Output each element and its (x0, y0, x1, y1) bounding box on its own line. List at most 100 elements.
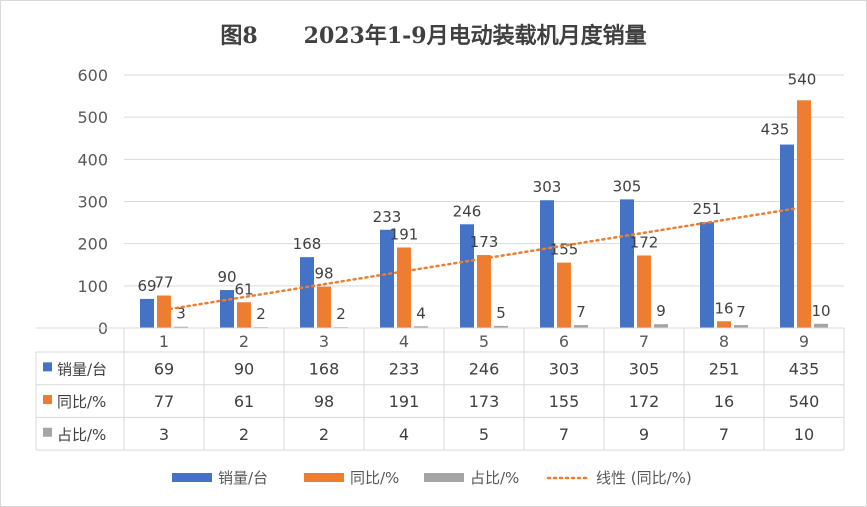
table-row-label: 同比/% (57, 393, 106, 411)
data-label: 7 (736, 303, 746, 321)
data-label: 540 (788, 70, 817, 88)
bar-3 (734, 325, 748, 328)
data-label: 9 (656, 302, 666, 320)
table-cell: 303 (549, 359, 580, 378)
table-cell: 155 (549, 392, 580, 411)
data-label: 2 (256, 305, 266, 323)
data-label: 90 (217, 268, 236, 286)
legend-swatch (304, 473, 344, 482)
legend-swatch (172, 473, 212, 482)
table-cell: 16 (714, 392, 734, 411)
data-label: 10 (811, 302, 830, 320)
y-tick-label: 600 (77, 66, 108, 85)
data-label: 303 (533, 178, 562, 196)
data-label: 3 (176, 305, 186, 323)
bar-3 (494, 325, 508, 328)
category-label: 8 (719, 332, 729, 351)
table-cell: 5 (479, 425, 489, 444)
data-label: 435 (761, 121, 790, 139)
bar-2 (397, 247, 411, 328)
bar-1 (380, 229, 394, 328)
table-cell: 173 (469, 392, 500, 411)
table-cell: 191 (389, 392, 420, 411)
data-label: 172 (630, 233, 659, 251)
legend-label: 同比/% (350, 469, 399, 487)
bar-3 (414, 326, 428, 328)
table-cell: 246 (469, 359, 500, 378)
bar-2 (157, 295, 171, 328)
chart-title: 图8 2023年1-9月电动装载机月度销量 (220, 23, 647, 49)
data-label: 98 (314, 265, 333, 283)
data-label: 233 (373, 208, 402, 226)
table-legend-key (43, 395, 52, 405)
table-cell: 9 (639, 425, 649, 444)
table-cell: 540 (789, 392, 820, 411)
trendline (162, 205, 806, 312)
bar-3 (174, 326, 188, 328)
legend-label: 占比/% (470, 469, 519, 487)
data-label: 77 (154, 274, 173, 292)
data-label: 251 (693, 200, 722, 218)
table-cell: 172 (629, 392, 660, 411)
y-tick-label: 400 (77, 150, 108, 169)
legend-label: 线性 (同比/%) (596, 469, 692, 487)
table-cell: 2 (319, 425, 329, 444)
table-cell: 90 (234, 359, 254, 378)
table-legend-key (43, 427, 52, 437)
bar-1 (220, 290, 234, 328)
bar-2 (317, 286, 331, 328)
data-label: 69 (137, 277, 156, 295)
bar-1 (700, 222, 714, 328)
legend-label: 销量/台 (218, 469, 268, 487)
bar-2 (717, 321, 731, 328)
bar-2 (237, 302, 251, 328)
data-label: 173 (470, 233, 499, 251)
category-label: 2 (239, 332, 249, 351)
table-cell: 7 (559, 425, 569, 444)
category-label: 6 (559, 332, 569, 351)
table-row-label: 销量/台 (57, 360, 107, 378)
y-tick-label: 100 (77, 277, 108, 296)
data-label: 246 (453, 202, 482, 220)
table-cell: 2 (239, 425, 249, 444)
table-cell: 7 (719, 425, 729, 444)
bar-2 (797, 100, 811, 328)
table-cell: 435 (789, 359, 820, 378)
bar-1 (300, 257, 314, 328)
bar-1 (780, 144, 794, 328)
bar-2 (637, 255, 651, 328)
category-label: 5 (479, 332, 489, 351)
bar-1 (540, 200, 554, 328)
table-cell: 168 (309, 359, 340, 378)
data-label: 155 (550, 241, 579, 259)
category-label: 3 (319, 332, 329, 351)
data-label: 7 (576, 303, 586, 321)
data-label: 168 (293, 235, 322, 253)
bar-3 (574, 325, 588, 328)
category-label: 7 (639, 332, 649, 351)
table-cell: 98 (314, 392, 334, 411)
category-label: 9 (799, 332, 809, 351)
table-row-label: 占比/% (57, 426, 106, 444)
y-tick-label: 200 (77, 235, 108, 254)
data-label: 61 (234, 280, 253, 298)
data-label: 4 (416, 304, 426, 322)
data-label: 5 (496, 304, 506, 322)
y-tick-label: 500 (77, 108, 108, 127)
table-cell: 4 (399, 425, 409, 444)
bar-3 (654, 324, 668, 328)
bar-1 (460, 224, 474, 328)
table-cell: 77 (154, 392, 174, 411)
table-cell: 61 (234, 392, 254, 411)
table-cell: 10 (794, 425, 814, 444)
table-cell: 251 (709, 359, 740, 378)
bar-2 (477, 255, 491, 328)
y-tick-label: 300 (77, 193, 108, 212)
category-label: 1 (159, 332, 169, 351)
table-cell: 3 (159, 425, 169, 444)
table-legend-key (43, 362, 52, 372)
table-cell: 233 (389, 359, 420, 378)
bar-1 (140, 298, 154, 328)
